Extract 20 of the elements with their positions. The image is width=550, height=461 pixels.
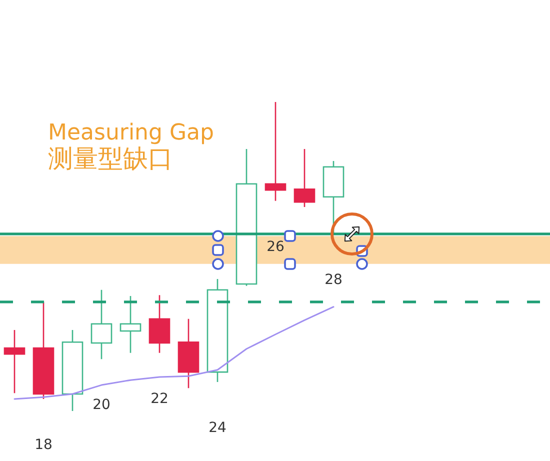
- x-tick-label: 28: [324, 272, 342, 288]
- x-tick-label: 20: [92, 397, 110, 414]
- x-tick-label: 24: [208, 420, 226, 436]
- x-tick-label: 18: [34, 436, 52, 453]
- candlestick: [264, 101, 286, 202]
- candlestick: [90, 289, 112, 360]
- candlestick: [322, 160, 344, 235]
- candlestick: [236, 148, 258, 287]
- x-tick-label: 22: [150, 390, 168, 407]
- text: Measuring Gap: [48, 120, 214, 146]
- candlestick: [206, 278, 228, 383]
- x-tick-label: 26: [266, 238, 284, 255]
- candlestick: [62, 329, 84, 412]
- candlestick: [4, 329, 26, 394]
- candlestick: [120, 295, 142, 354]
- candlestick: [32, 301, 54, 400]
- candlestick: [294, 148, 316, 208]
- candlestick: [178, 318, 200, 389]
- text: 测量型缺口: [48, 144, 173, 173]
- candlestick: [148, 294, 170, 354]
